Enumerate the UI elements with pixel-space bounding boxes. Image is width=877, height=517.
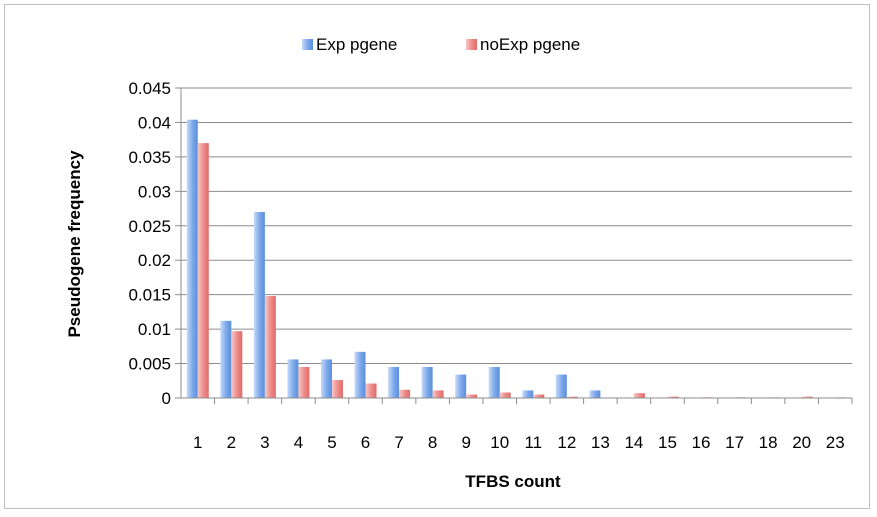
bar-noexp-6: [365, 383, 377, 398]
x-tick-label: 1: [193, 433, 202, 452]
x-tick-label: 8: [428, 433, 437, 452]
x-tick-label: 4: [294, 433, 303, 452]
x-tick-label: 3: [260, 433, 269, 452]
bar-exp-2: [220, 320, 232, 398]
y-tick-label: 0.01: [138, 320, 171, 339]
bar-exp-1: [186, 119, 198, 398]
y-tick-label: 0.015: [128, 286, 171, 305]
bar-exp-3: [253, 212, 265, 398]
x-tick-label: 9: [461, 433, 470, 452]
bar-noexp-11: [533, 394, 545, 398]
bars: [186, 119, 847, 398]
bar-exp-8: [421, 367, 433, 398]
y-tick-label: 0.025: [128, 217, 171, 236]
bar-exp-11: [522, 390, 534, 398]
x-tick-label: 20: [792, 433, 811, 452]
y-tick-label: 0.03: [138, 182, 171, 201]
bar-chart: 0 0.005 0.01 0.015 0.02 0.025 0.03 0.035 0.04 0.0…: [65, 35, 853, 491]
bar-noexp-10: [499, 392, 511, 398]
bar-noexp-7: [399, 389, 411, 398]
x-tick-label: 6: [361, 433, 370, 452]
bar-exp-4: [287, 359, 299, 398]
y-axis-title: Pseudogene frequency: [65, 150, 84, 338]
x-tick-label: 12: [557, 433, 576, 452]
y-tick-label: 0: [162, 389, 171, 408]
bar-exp-6: [354, 351, 366, 398]
y-tick-label: 0.04: [138, 113, 171, 132]
legend-swatch-noexp: [466, 39, 477, 50]
x-tick-label: 14: [624, 433, 643, 452]
bar-noexp-14: [633, 393, 645, 398]
bar-noexp-3: [264, 296, 276, 398]
x-axis-title: TFBS count: [465, 472, 561, 491]
bar-noexp-8: [432, 390, 444, 398]
bar-noexp-2: [231, 331, 243, 398]
legend-label-exp: Exp pgene: [316, 35, 397, 54]
bar-exp-7: [388, 367, 400, 398]
bar-noexp-4: [298, 367, 310, 398]
bar-exp-10: [488, 367, 500, 398]
bar-noexp-1: [197, 143, 209, 398]
x-tick-label: 7: [394, 433, 403, 452]
legend-swatch-exp: [302, 39, 313, 50]
bar-noexp-9: [466, 394, 478, 398]
x-tick-label: 5: [327, 433, 336, 452]
x-tick-label: 23: [826, 433, 845, 452]
y-tick-label: 0.02: [138, 251, 171, 270]
x-tick-label: 11: [524, 433, 542, 452]
bar-noexp-20: [801, 396, 813, 398]
gridlines: [181, 87, 852, 365]
bar-exp-5: [320, 359, 332, 398]
bar-exp-13: [589, 390, 601, 398]
bar-noexp-15: [667, 396, 679, 398]
x-tick-label: 15: [658, 433, 677, 452]
chart-frame: 0 0.005 0.01 0.015 0.02 0.025 0.03 0.035 0.04 0.0…: [4, 4, 870, 509]
legend-label-noexp: noExp pgene: [480, 35, 580, 54]
x-tick-label: 16: [692, 433, 711, 452]
y-tick-label: 0.035: [128, 148, 171, 167]
bar-noexp-5: [331, 380, 343, 398]
y-tick-label: 0.045: [128, 79, 171, 98]
x-tick-label: 13: [591, 433, 610, 452]
axes: 0 0.005 0.01 0.015 0.02 0.025 0.03 0.035 0.04 0.0…: [128, 79, 853, 452]
bar-exp-12: [555, 374, 567, 398]
x-tick-label: 17: [725, 433, 744, 452]
y-tick-label: 0.005: [128, 355, 171, 374]
legend: Exp pgene noExp pgene: [302, 35, 580, 54]
x-tick-label: 10: [490, 433, 509, 452]
x-tick-label: 18: [759, 433, 778, 452]
bar-noexp-12: [566, 396, 578, 398]
bar-exp-9: [455, 374, 467, 398]
x-tick-label: 2: [227, 433, 236, 452]
